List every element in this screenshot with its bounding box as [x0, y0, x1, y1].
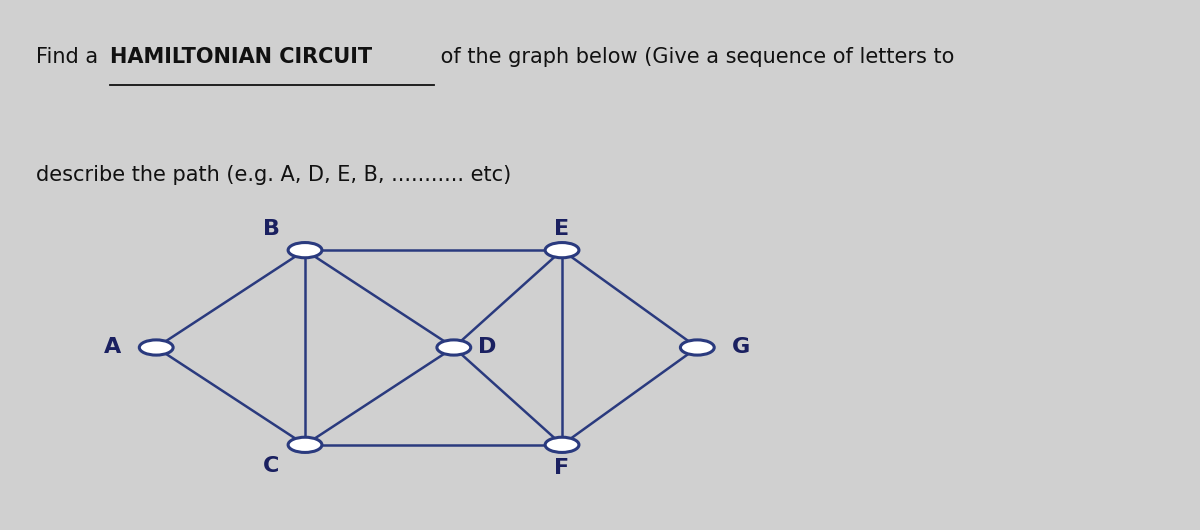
Text: C: C — [263, 456, 280, 476]
Text: HAMILTONIAN CIRCUIT: HAMILTONIAN CIRCUIT — [110, 47, 372, 67]
Text: G: G — [732, 338, 750, 358]
Text: D: D — [479, 338, 497, 358]
Text: B: B — [263, 219, 280, 239]
Circle shape — [288, 243, 322, 258]
Circle shape — [288, 437, 322, 453]
Circle shape — [545, 437, 578, 453]
Circle shape — [437, 340, 470, 355]
Circle shape — [139, 340, 173, 355]
Text: Find a: Find a — [36, 47, 104, 67]
Text: describe the path (e.g. A, D, E, B, ........... etc): describe the path (e.g. A, D, E, B, ....… — [36, 165, 511, 186]
Circle shape — [545, 243, 578, 258]
Text: A: A — [103, 338, 121, 358]
Text: F: F — [554, 457, 570, 478]
Text: E: E — [554, 219, 570, 239]
Circle shape — [680, 340, 714, 355]
Text: of the graph below (Give a sequence of letters to: of the graph below (Give a sequence of l… — [434, 47, 955, 67]
